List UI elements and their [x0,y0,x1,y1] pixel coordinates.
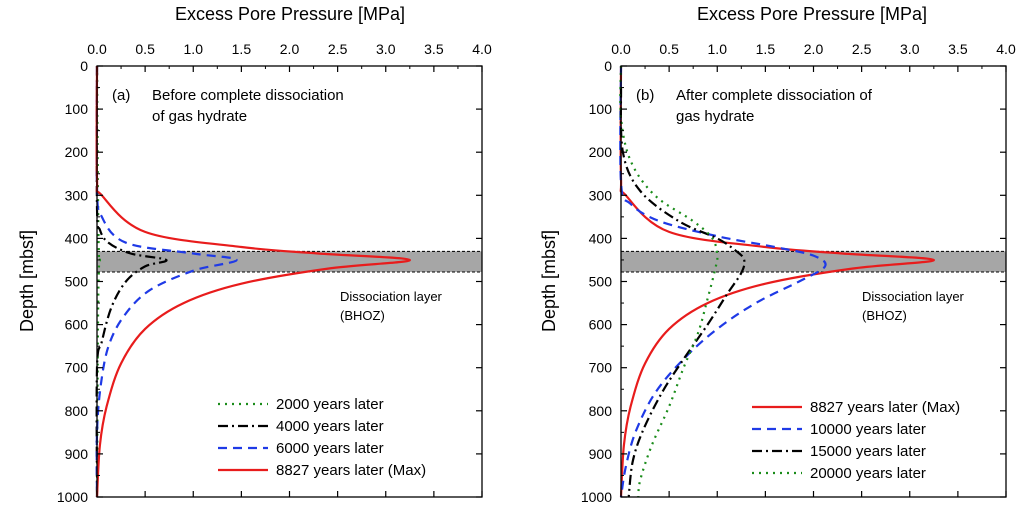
panel-a-x-tick-label: 0.0 [87,41,107,57]
panel-a-series-4 [95,65,411,498]
panel-b-legend: 8827 years later (Max) 10000 years later 1… [752,399,960,482]
panel-b-y-tick-label: 0 [604,58,612,74]
panel-b-y-tick-label: 200 [589,144,613,160]
panel-a-band-label-line2: (BHOZ) [340,308,385,323]
panel-a-series-3 [95,65,238,498]
panel-b-legend-label-3: 15000 years later [810,443,926,460]
panel-a-band-label-line1: Dissociation layer [340,289,443,304]
panel-b-y-axis-title: Depth [mbsf] [539,230,559,332]
panel-b-x-tick-label: 3.5 [948,41,968,57]
panel-b-band-label-line2: (BHOZ) [862,308,907,323]
panel-a-x-tick-label: 1.0 [184,41,204,57]
panel-a-x-tick-label: 3.0 [376,41,396,57]
panel-a-x-tick-label: 1.5 [232,41,252,57]
panel-a-legend: 2000 years later 4000 years later 6000 yea… [218,396,426,479]
panel-a-x-tick-label: 2.5 [328,41,348,57]
panel-b-legend-label-4: 20000 years later [810,465,926,482]
panel-a-x-tick-label: 4.0 [472,41,492,57]
panel-b-y-tick-label: 1000 [581,489,612,505]
panel-b-series-2 [619,65,827,498]
panel-b-annotation-line1: After complete dissociation of [676,87,873,104]
panel-a-annotation-line1: Before complete dissociation [152,87,344,104]
panel-a-y-tick-label: 300 [65,187,89,203]
panel-a-y-tick-label: 400 [65,230,89,246]
panel-b-annotation-line2: gas hydrate [676,108,754,125]
panel-b-band-label-line1: Dissociation layer [862,289,965,304]
panel-a-x-tick-label: 0.5 [135,41,155,57]
panel-b-y-tick-label: 400 [589,230,613,246]
panel-a-y-tick-label: 500 [65,274,89,290]
panel-a-y-tick-label: 100 [65,101,89,117]
panel-a-series-2 [95,65,168,498]
panel-b-x-tick-label: 3.0 [900,41,920,57]
panel-b-x-tick-label: 2.5 [852,41,872,57]
panel-b-y-tick-label: 100 [589,101,613,117]
panel-a-legend-label-3: 6000 years later [276,440,384,457]
panel-a-band-fill [97,251,482,273]
panel-b-x-axis-title: Excess Pore Pressure [MPa] [697,4,927,24]
panel-a-x-tick-label: 3.5 [424,41,444,57]
panel-a-y-axis-title: Depth [mbsf] [17,230,37,332]
panel-a-chart: Excess Pore Pressure [MPa] Depth [mbsf] … [17,4,492,505]
panel-b-x-tick-label: 1.0 [708,41,728,57]
panel-a-legend-label-2: 4000 years later [276,418,384,435]
panel-b-label: (b) [636,87,654,104]
panel-b-y-tick-label: 500 [589,274,613,290]
panel-b-legend-label-1: 8827 years later (Max) [810,399,960,416]
panel-b-x-tick-label: 1.5 [756,41,776,57]
panel-a-y-tick-label: 200 [65,144,89,160]
panel-b-y-tick-label: 900 [589,446,613,462]
panel-b-legend-label-2: 10000 years later [810,421,926,438]
panel-b-y-tick-label: 300 [589,187,613,203]
panel-b-series-layer [619,65,935,498]
panel-b-series-3 [619,87,746,498]
panel-a-y-tick-label: 1000 [57,489,88,505]
panel-b-y-tick-label: 700 [589,360,613,376]
panel-a-legend-label-4: 8827 years later (Max) [276,462,426,479]
panel-b-x-tick-label: 2.0 [804,41,824,57]
panel-b-y-tick-label: 800 [589,403,613,419]
panel-b-series-4 [619,65,719,498]
panel-a-y-tick-label: 800 [65,403,89,419]
panel-b-x-tick-label: 0.0 [611,41,631,57]
panel-b-series-1 [619,65,935,498]
panel-b-x-tick-label: 0.5 [659,41,679,57]
panel-a-y-tick-label: 0 [80,58,88,74]
panel-a-x-tick-label: 2.0 [280,41,300,57]
panel-b-y-tick-label: 600 [589,317,613,333]
panel-b-chart: Excess Pore Pressure [MPa] Depth [mbsf] … [539,4,1016,505]
panel-a-annotation-line2: of gas hydrate [152,108,247,125]
panel-a-y-tick-label: 700 [65,360,89,376]
panel-a-dissociation-band [97,250,482,273]
panel-b-x-ticks: 0.0 0.5 1.0 1.5 2.0 2.5 3.0 3.5 4.0 [611,41,1016,497]
panel-a-x-ticks: 0.0 0.5 1.0 1.5 2.0 2.5 3.0 3.5 4.0 [87,41,492,497]
panel-a-y-tick-label: 900 [65,446,89,462]
panel-b-x-tick-label: 4.0 [996,41,1016,57]
panel-a-y-tick-label: 600 [65,317,89,333]
panel-a-label: (a) [112,87,130,104]
panel-a-legend-label-1: 2000 years later [276,396,384,413]
panel-a-x-axis-title: Excess Pore Pressure [MPa] [175,4,405,24]
panel-b-y-ticks: 0 100 200 300 400 500 600 700 800 900 1000 [581,58,1006,505]
panel-a-y-ticks: 0 100 200 300 400 500 600 700 800 900 1000 [57,58,482,505]
